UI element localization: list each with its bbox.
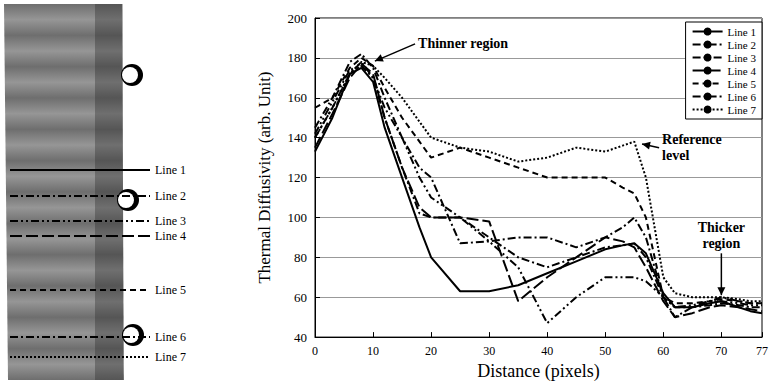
svg-text:Thicker: Thicker (698, 220, 745, 235)
svg-text:120: 120 (288, 170, 308, 185)
svg-text:Line 6: Line 6 (155, 330, 186, 344)
svg-text:80: 80 (294, 250, 307, 265)
svg-text:Reference: Reference (662, 132, 722, 147)
svg-text:Thinner region: Thinner region (418, 36, 508, 51)
svg-text:0: 0 (312, 344, 318, 358)
svg-text:70: 70 (715, 344, 727, 358)
svg-text:10: 10 (367, 344, 379, 358)
svg-text:Distance (pixels): Distance (pixels) (477, 361, 599, 382)
svg-text:200: 200 (288, 11, 308, 26)
svg-text:Line 5: Line 5 (728, 78, 757, 90)
svg-text:60: 60 (657, 344, 669, 358)
svg-text:Line 7: Line 7 (728, 104, 757, 116)
svg-text:Line 4: Line 4 (155, 229, 186, 243)
svg-text:Line 1: Line 1 (728, 26, 756, 38)
svg-text:40: 40 (294, 330, 307, 345)
svg-text:140: 140 (288, 130, 308, 145)
svg-text:region: region (702, 236, 740, 251)
svg-text:Line 1: Line 1 (155, 163, 186, 177)
svg-text:Line 7: Line 7 (155, 350, 186, 364)
svg-text:Thermal Diffusivity (arb. Unit: Thermal Diffusivity (arb. Unit) (255, 71, 274, 283)
svg-text:20: 20 (425, 344, 437, 358)
svg-text:Line 4: Line 4 (728, 65, 757, 77)
svg-text:40: 40 (541, 344, 553, 358)
svg-text:50: 50 (599, 344, 611, 358)
svg-text:Line 2: Line 2 (155, 189, 186, 203)
svg-text:Line 6: Line 6 (728, 91, 757, 103)
svg-text:Line 3: Line 3 (728, 52, 757, 64)
svg-text:100: 100 (288, 210, 308, 225)
svg-text:77: 77 (756, 344, 768, 358)
svg-text:Line 5: Line 5 (155, 283, 186, 297)
svg-text:160: 160 (288, 90, 308, 105)
svg-text:Line 3: Line 3 (155, 214, 186, 228)
svg-text:60: 60 (294, 290, 307, 305)
svg-text:30: 30 (483, 344, 495, 358)
svg-text:Line 2: Line 2 (728, 39, 756, 51)
svg-text:180: 180 (288, 50, 308, 65)
svg-text:level: level (662, 148, 689, 163)
